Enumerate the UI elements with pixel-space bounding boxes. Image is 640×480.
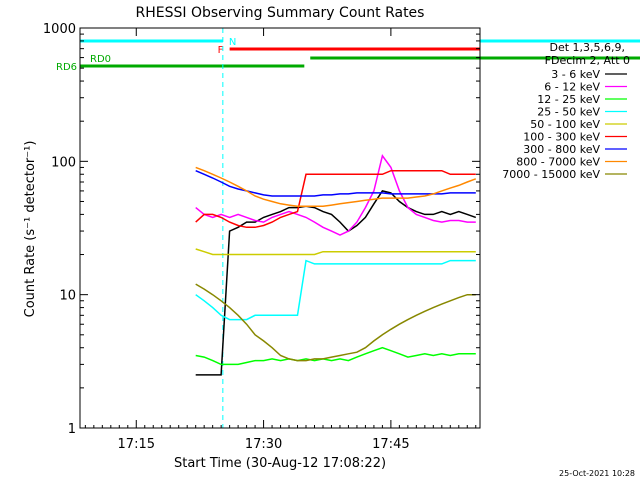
series-line-2 (195, 346, 476, 366)
legend-label-8: 7000 - 15000 keV (502, 168, 600, 181)
series-line-5 (195, 169, 476, 229)
series-line-6 (195, 170, 476, 197)
series-line-7 (195, 166, 477, 208)
flag-label-rd6: RD6 (56, 62, 77, 73)
flag-label-f: F (218, 45, 224, 56)
observing-flags: NF RD0 RD6 (56, 28, 640, 428)
data-series (195, 154, 477, 376)
x-tick-label-1: 17:30 (245, 437, 282, 452)
y-tick-label-2: 100 (51, 155, 76, 170)
x-tick-label-2: 17:45 (372, 437, 409, 452)
legend-header-line-1: Det 1,3,5,6,9, (549, 41, 625, 54)
series-line-8 (195, 283, 476, 362)
legend-label-4: 50 - 100 keV (530, 118, 600, 131)
legend-label-7: 800 - 7000 keV (516, 156, 600, 169)
flag-label-n: N (229, 37, 236, 48)
y-tick-label-0: 1 (68, 422, 76, 437)
series-line-1 (195, 154, 476, 236)
legend-label-0: 3 - 6 keV (551, 68, 600, 81)
axis-ticks: 17:15 17:30 17:45 1 10 100 1000 (43, 22, 480, 452)
legend-label-3: 25 - 50 keV (537, 106, 600, 119)
y-tick-label-1: 10 (59, 289, 76, 304)
legend: Det 1,3,5,6,9, FDecim 2, Att 0 3 - 6 keV… (502, 41, 630, 181)
plot-frame (79, 27, 481, 429)
legend-label-5: 100 - 300 keV (523, 131, 600, 144)
legend-label-1: 6 - 12 keV (544, 81, 600, 94)
y-axis-label: Count Rate (s⁻¹ detector⁻¹) (23, 141, 38, 318)
legend-label-2: 12 - 25 keV (537, 93, 600, 106)
timestamp: 25-Oct-2021 10:28 (559, 469, 635, 478)
x-axis-label: Start Time (30-Aug-12 17:08:22) (174, 456, 386, 471)
series-line-0 (195, 190, 477, 376)
legend-label-6: 300 - 800 keV (523, 143, 600, 156)
x-tick-label-0: 17:15 (118, 437, 155, 452)
chart-title: RHESSI Observing Summary Count Rates (136, 5, 425, 21)
legend-header-line-2: FDecim 2, Att 0 (545, 54, 630, 67)
flag-label-rd0: RD0 (90, 54, 111, 65)
y-tick-label-3: 1000 (43, 22, 76, 37)
series-line-4 (195, 248, 476, 256)
